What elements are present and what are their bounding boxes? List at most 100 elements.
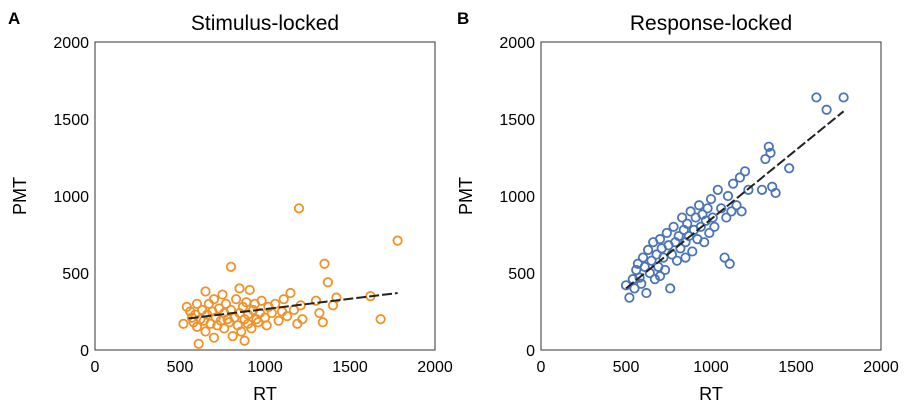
panel-a-data-point: [239, 335, 250, 346]
panel-a-data-point: [220, 298, 231, 309]
panel-b-y-tick-label: 1500: [499, 112, 535, 129]
panel-a-data-point: [293, 203, 305, 214]
panel-b-data-point: [739, 166, 751, 177]
panel-b-data-point: [760, 153, 771, 165]
panel-b-data-point: [726, 206, 737, 217]
panel-a-data-point: [244, 284, 255, 296]
panel-b-data-point: [680, 252, 691, 263]
panel-a-x-axis-label: RT: [253, 384, 277, 404]
panel-a-data-point: [193, 338, 204, 349]
panel-b-data-point: [709, 221, 720, 232]
panel-b-data-point: [683, 230, 695, 242]
panel-b-data-point: [646, 255, 657, 266]
panel-b-data-point: [704, 227, 715, 239]
panel-b-data-point: [736, 206, 747, 217]
panel-b-data-point: [629, 283, 640, 294]
panel-b-data-point: [693, 200, 705, 211]
panel-a-data-point: [281, 311, 293, 322]
panel-b-data-point: [676, 212, 688, 223]
panel-b-data-point: [712, 184, 723, 195]
panel-b-data-point: [722, 190, 734, 202]
panel-b-x-tick-label: 500: [613, 359, 640, 376]
panel-b-x-tick-label: 0: [537, 359, 546, 376]
panel-b-data-point: [668, 221, 679, 232]
panel-a-fit-line: [188, 292, 398, 320]
panel-a-data-point: [285, 287, 296, 299]
panel-b-data-point: [707, 212, 718, 223]
panel-a-data-point: [392, 235, 403, 246]
panel-a-x-tick-label: 1500: [332, 359, 368, 376]
panel-b-plot-area: [540, 41, 882, 351]
panel-b-data-point: [734, 172, 746, 183]
panel-a-data-point: [208, 294, 220, 305]
panel-b-title: Response-locked: [630, 12, 792, 35]
panel-a-title: Stimulus-locked: [191, 12, 339, 35]
panel-b-x-axis-label: RT: [699, 384, 723, 404]
panel-a-y-ticks: 0 500 1000 1500 2000: [53, 35, 89, 360]
panel-b-data-point: [743, 184, 754, 195]
panel-b-y-tick-label: 0: [526, 343, 535, 360]
panel-b-data-point: [671, 255, 683, 266]
panel-a-data-point: [310, 295, 322, 306]
panel-a-data-point: [200, 286, 211, 297]
panel-a-x-tick-label: 500: [167, 359, 194, 376]
panel-b-data-point: [719, 252, 730, 263]
panel-b-x-tick-label: 2000: [863, 359, 899, 376]
panel-b-data-point: [649, 274, 661, 285]
panel-b-data-point: [636, 278, 647, 289]
panel-a-data-point: [319, 258, 330, 269]
panel-b-y-tick-label: 2000: [499, 35, 535, 52]
panel-b-data-point: [659, 264, 671, 276]
panel-b-data-point: [634, 272, 645, 283]
panel-a-data-point: [331, 292, 342, 303]
panel-b-data-point: [784, 163, 795, 174]
panel-a-x-tick-label: 2000: [417, 359, 453, 376]
panel-a-data-point: [205, 318, 216, 329]
panel-b-data-point: [727, 178, 739, 189]
panel-b-data-point: [658, 252, 669, 263]
panel-b-y-axis-label: PMT: [456, 177, 476, 215]
panel-b-data-point: [654, 270, 666, 282]
panel-b-data-point: [763, 141, 774, 152]
panel-b: B Response-locked 0 500 1000 1500 2000 0 500 1…: [456, 9, 899, 404]
panel-b-data-point: [811, 92, 822, 103]
panel-a-data-point: [234, 283, 245, 294]
panel-a-data-point: [314, 307, 325, 319]
panel-b-data-point: [838, 92, 849, 103]
panel-b-data-point: [724, 258, 735, 269]
panel-b-data-point: [705, 193, 717, 205]
panel-b-data-point: [637, 252, 649, 263]
panel-a-data-point: [253, 317, 264, 328]
panel-a-data-point: [375, 314, 386, 325]
panel-b-data-point: [685, 206, 696, 217]
panel-a-y-tick-label: 500: [62, 266, 89, 283]
panel-a-data-point: [273, 315, 284, 326]
panel-a-data-point: [202, 309, 213, 320]
panel-b-data-point: [731, 200, 742, 211]
panel-b-x-ticks: 0 500 1000 1500 2000: [537, 359, 899, 376]
panel-b-data-point: [765, 147, 776, 158]
panel-b-data-point: [699, 237, 710, 248]
panel-a-data-point: [227, 331, 238, 342]
panel-a-plot-area: [94, 41, 436, 351]
panel-b-y-tick-label: 500: [508, 266, 535, 283]
panel-b-data-point: [821, 104, 832, 115]
panel-b-data-point: [624, 292, 635, 303]
panel-a-y-tick-label: 1000: [53, 189, 89, 206]
panel-a-y-tick-label: 1500: [53, 112, 89, 129]
panel-b-data-point: [716, 203, 727, 214]
panel-b-data-point: [687, 246, 698, 257]
panel-b-data-point: [702, 203, 713, 214]
panel-b-data-point: [721, 212, 732, 223]
panel-b-data-point: [661, 227, 672, 239]
panel-a-data-point: [225, 261, 237, 272]
panel-b-x-tick-label: 1500: [778, 359, 814, 376]
panel-a-x-ticks: 0 500 1000 1500 2000: [91, 359, 453, 376]
panel-b-data-point: [639, 261, 650, 272]
panel-a-y-tick-label: 0: [80, 343, 89, 360]
panel-b-letter: B: [457, 9, 469, 28]
panel-a-data-point: [219, 323, 230, 334]
panel-a-data-point: [200, 326, 211, 337]
panel-b-y-ticks: 0 500 1000 1500 2000: [499, 35, 535, 360]
